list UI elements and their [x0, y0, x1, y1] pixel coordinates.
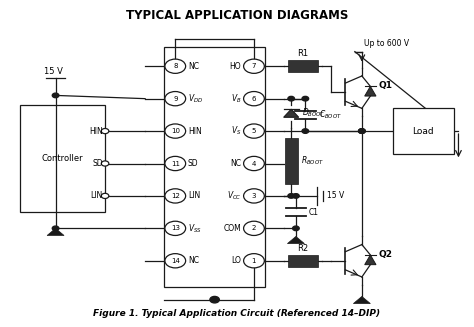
Text: LIN: LIN — [91, 191, 103, 200]
Text: NC: NC — [188, 62, 199, 71]
Text: 11: 11 — [171, 161, 180, 166]
Circle shape — [101, 129, 109, 134]
Circle shape — [244, 59, 264, 73]
Circle shape — [101, 161, 109, 166]
Circle shape — [292, 226, 299, 231]
Circle shape — [244, 189, 264, 203]
Text: 2: 2 — [252, 225, 256, 231]
Text: LO: LO — [231, 256, 241, 265]
Text: HIN: HIN — [89, 127, 103, 136]
Text: $V_{CC}$: $V_{CC}$ — [227, 190, 241, 202]
Circle shape — [288, 194, 294, 198]
Text: R1: R1 — [297, 49, 309, 58]
Text: $V_{SS}$: $V_{SS}$ — [188, 222, 202, 234]
Text: TYPICAL APPLICATION DIAGRAMS: TYPICAL APPLICATION DIAGRAMS — [126, 9, 348, 23]
Polygon shape — [283, 109, 299, 117]
Circle shape — [244, 124, 264, 138]
Text: Up to 600 V: Up to 600 V — [364, 39, 410, 48]
Text: 8: 8 — [173, 63, 178, 69]
Circle shape — [358, 129, 365, 133]
Circle shape — [165, 59, 186, 73]
Bar — [20, 105, 105, 212]
Circle shape — [165, 92, 186, 106]
Circle shape — [302, 129, 309, 133]
Text: Load: Load — [412, 127, 434, 136]
Text: $R_{BOOT}$: $R_{BOOT}$ — [301, 155, 324, 167]
Text: SD: SD — [188, 159, 199, 168]
Text: NC: NC — [230, 159, 241, 168]
Text: R2: R2 — [297, 244, 309, 253]
Text: 13: 13 — [171, 225, 180, 231]
Text: Controller: Controller — [42, 154, 83, 163]
Bar — [288, 60, 318, 72]
Polygon shape — [365, 255, 376, 265]
Text: 15 V: 15 V — [328, 191, 345, 200]
Polygon shape — [287, 236, 304, 244]
Text: 14: 14 — [171, 258, 180, 264]
Text: $C_{BOOT}$: $C_{BOOT}$ — [319, 109, 342, 121]
Text: 15 V: 15 V — [44, 67, 63, 76]
Text: LIN: LIN — [188, 191, 200, 200]
Text: 5: 5 — [252, 128, 256, 134]
Circle shape — [292, 194, 299, 198]
Polygon shape — [47, 228, 64, 235]
Text: HIN: HIN — [188, 127, 202, 136]
Text: COM: COM — [223, 224, 241, 233]
Circle shape — [52, 226, 59, 231]
Text: $V_{DD}$: $V_{DD}$ — [188, 93, 203, 105]
Circle shape — [358, 129, 365, 133]
Text: 7: 7 — [252, 63, 256, 69]
Text: 6: 6 — [252, 96, 256, 102]
Circle shape — [210, 297, 219, 303]
Text: Q2: Q2 — [379, 250, 393, 259]
Circle shape — [244, 92, 264, 106]
Text: Q1: Q1 — [379, 81, 393, 90]
Bar — [284, 138, 298, 184]
Text: 4: 4 — [252, 161, 256, 166]
Text: 1: 1 — [252, 258, 256, 264]
Text: HO: HO — [229, 62, 241, 71]
Text: Figure 1. Typical Application Circuit (Referenced 14–DIP): Figure 1. Typical Application Circuit (R… — [93, 308, 381, 318]
Circle shape — [244, 221, 264, 235]
Text: 10: 10 — [171, 128, 180, 134]
Circle shape — [101, 193, 109, 198]
Text: NC: NC — [188, 256, 199, 265]
Circle shape — [358, 129, 365, 133]
Bar — [164, 47, 265, 287]
Text: $V_B$: $V_B$ — [231, 93, 241, 105]
Circle shape — [244, 254, 264, 268]
Bar — [288, 255, 318, 267]
Circle shape — [165, 189, 186, 203]
Circle shape — [165, 221, 186, 235]
Polygon shape — [354, 297, 370, 303]
Text: 12: 12 — [171, 193, 180, 199]
Text: C1: C1 — [309, 208, 319, 216]
Text: 9: 9 — [173, 96, 178, 102]
Circle shape — [244, 156, 264, 171]
Circle shape — [288, 96, 294, 101]
Text: 3: 3 — [252, 193, 256, 199]
Text: $D_{BOOT}$: $D_{BOOT}$ — [301, 107, 325, 119]
Circle shape — [165, 254, 186, 268]
Circle shape — [52, 93, 59, 98]
Polygon shape — [365, 86, 376, 96]
Circle shape — [165, 124, 186, 138]
Circle shape — [302, 96, 309, 101]
Bar — [392, 108, 454, 154]
Text: $V_S$: $V_S$ — [231, 125, 241, 137]
Circle shape — [165, 156, 186, 171]
Text: SD: SD — [92, 159, 103, 168]
